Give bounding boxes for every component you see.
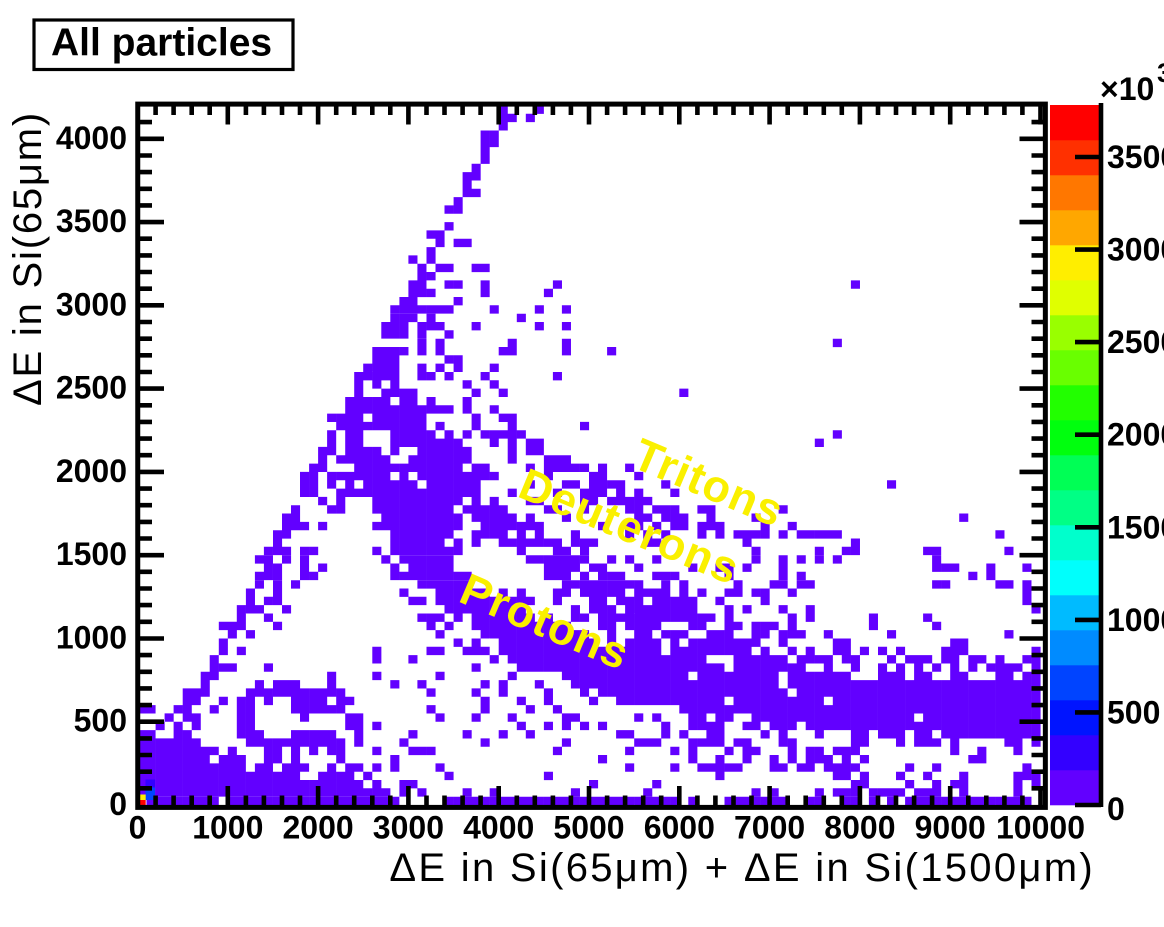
- svg-text:1000: 1000: [192, 810, 263, 846]
- svg-text:2500: 2500: [56, 370, 127, 406]
- svg-text:7000: 7000: [734, 810, 805, 846]
- svg-text:1000: 1000: [1107, 602, 1164, 638]
- svg-text:500: 500: [74, 703, 127, 739]
- svg-text:9000: 9000: [915, 810, 986, 846]
- svg-text:0: 0: [109, 786, 127, 822]
- svg-text:2500: 2500: [1107, 324, 1164, 360]
- svg-text:All particles: All particles: [51, 22, 272, 65]
- svg-text:3000: 3000: [373, 810, 444, 846]
- svg-text:3000: 3000: [56, 286, 127, 322]
- svg-text:500: 500: [1107, 694, 1160, 730]
- svg-text:2000: 2000: [1107, 417, 1164, 453]
- svg-text:8000: 8000: [824, 810, 895, 846]
- svg-text:3500: 3500: [1107, 139, 1164, 175]
- svg-text:ΔE in Si(65μm): ΔE in Si(65μm): [6, 111, 50, 406]
- svg-text:1000: 1000: [56, 620, 127, 656]
- svg-text:0: 0: [129, 810, 147, 846]
- svg-text:0: 0: [1107, 791, 1125, 827]
- svg-text:1500: 1500: [56, 536, 127, 572]
- svg-text:3: 3: [1157, 58, 1164, 88]
- svg-text:4000: 4000: [56, 120, 127, 156]
- svg-text:×10: ×10: [1100, 71, 1154, 107]
- svg-text:2000: 2000: [56, 453, 127, 489]
- svg-text:10000: 10000: [996, 810, 1085, 846]
- svg-text:6000: 6000: [644, 810, 715, 846]
- svg-text:3000: 3000: [1107, 232, 1164, 268]
- svg-text:2000: 2000: [283, 810, 354, 846]
- svg-text:1500: 1500: [1107, 509, 1164, 545]
- svg-text:4000: 4000: [463, 810, 534, 846]
- svg-text:3500: 3500: [56, 203, 127, 239]
- svg-text:5000: 5000: [553, 810, 624, 846]
- svg-text:ΔE in Si(65μm) + ΔE in Si(1500: ΔE in Si(65μm) + ΔE in Si(1500μm): [389, 846, 1095, 890]
